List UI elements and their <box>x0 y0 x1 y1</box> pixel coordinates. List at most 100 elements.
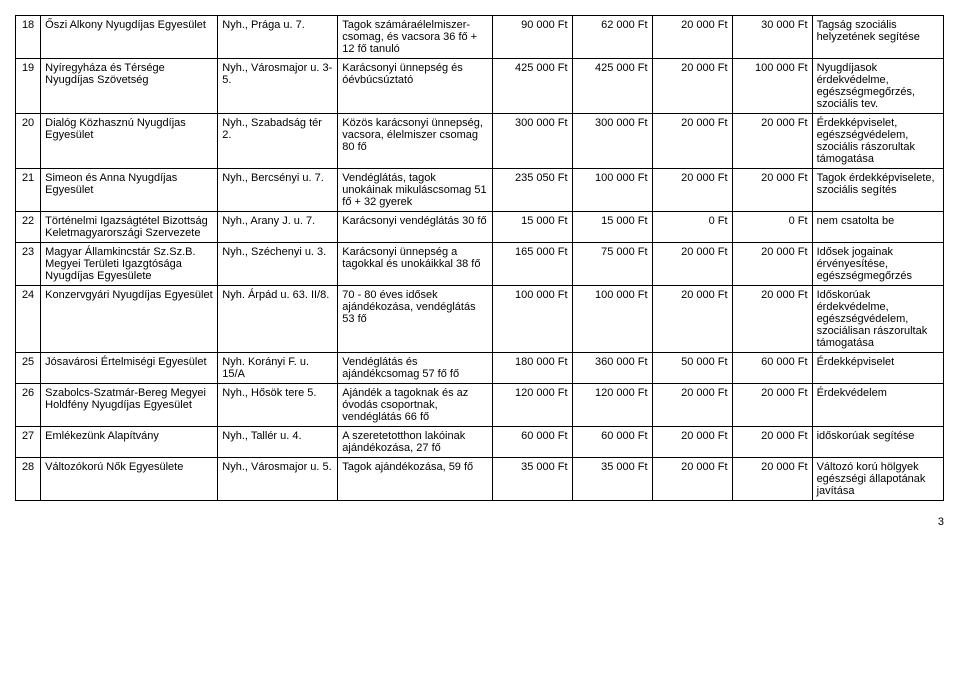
org-name: Konzervgyári Nyugdíjas Egyesület <box>41 286 218 353</box>
note: nem csatolta be <box>812 212 943 243</box>
org-name: Emlékezünk Alapítvány <box>41 427 218 458</box>
amount-3: 20 000 Ft <box>652 59 732 114</box>
table-row: 25Jósavárosi Értelmiségi EgyesületNyh. K… <box>16 353 944 384</box>
address: Nyh., Széchenyi u. 3. <box>218 243 338 286</box>
amount-3: 0 Ft <box>652 212 732 243</box>
row-number: 25 <box>16 353 41 384</box>
amount-1: 120 000 Ft <box>492 384 572 427</box>
amount-4: 60 000 Ft <box>732 353 812 384</box>
address: Nyh. Korányi F. u. 15/A <box>218 353 338 384</box>
address: Nyh., Bercsényi u. 7. <box>218 169 338 212</box>
description: Karácsonyi vendéglátás 30 fő <box>338 212 492 243</box>
org-name: Jósavárosi Értelmiségi Egyesület <box>41 353 218 384</box>
note: Érdekvédelem <box>812 384 943 427</box>
table-row: 18Őszi Alkony Nyugdíjas EgyesületNyh., P… <box>16 16 944 59</box>
org-name: Szabolcs-Szatmár-Bereg Megyei Holdfény N… <box>41 384 218 427</box>
amount-3: 20 000 Ft <box>652 16 732 59</box>
amount-3: 20 000 Ft <box>652 169 732 212</box>
amount-4: 20 000 Ft <box>732 458 812 501</box>
amount-4: 20 000 Ft <box>732 286 812 353</box>
row-number: 23 <box>16 243 41 286</box>
amount-1: 165 000 Ft <box>492 243 572 286</box>
org-name: Őszi Alkony Nyugdíjas Egyesület <box>41 16 218 59</box>
note: Tagság szociális helyzetének segítése <box>812 16 943 59</box>
address: Nyh., Arany J. u. 7. <box>218 212 338 243</box>
amount-2: 360 000 Ft <box>572 353 652 384</box>
description: A szeretetotthon lakóinak ajándékozása, … <box>338 427 492 458</box>
note: Nyugdíjasok érdekvédelme, egészségmegőrz… <box>812 59 943 114</box>
amount-1: 100 000 Ft <box>492 286 572 353</box>
amount-1: 180 000 Ft <box>492 353 572 384</box>
row-number: 22 <box>16 212 41 243</box>
amount-2: 100 000 Ft <box>572 169 652 212</box>
address: Nyh., Prága u. 7. <box>218 16 338 59</box>
amount-2: 35 000 Ft <box>572 458 652 501</box>
note: Időskorúak érdekvédelme, egészségvédelem… <box>812 286 943 353</box>
amount-3: 20 000 Ft <box>652 427 732 458</box>
address: Nyh., Városmajor u. 5. <box>218 458 338 501</box>
row-number: 27 <box>16 427 41 458</box>
table-row: 23Magyar Államkincstár Sz.Sz.B. Megyei T… <box>16 243 944 286</box>
amount-3: 50 000 Ft <box>652 353 732 384</box>
table-row: 28Változókorú Nők EgyesületeNyh., Városm… <box>16 458 944 501</box>
note: Érdekképviselet <box>812 353 943 384</box>
table-row: 26Szabolcs-Szatmár-Bereg Megyei Holdfény… <box>16 384 944 427</box>
row-number: 21 <box>16 169 41 212</box>
row-number: 20 <box>16 114 41 169</box>
description: 70 - 80 éves idősek ajándékozása, vendég… <box>338 286 492 353</box>
address: Nyh., Szabadság tér 2. <box>218 114 338 169</box>
amount-4: 20 000 Ft <box>732 427 812 458</box>
amount-4: 20 000 Ft <box>732 384 812 427</box>
row-number: 24 <box>16 286 41 353</box>
amount-2: 120 000 Ft <box>572 384 652 427</box>
amount-3: 20 000 Ft <box>652 114 732 169</box>
org-name: Dialóg Közhasznú Nyugdíjas Egyesület <box>41 114 218 169</box>
address: Nyh., Tallér u. 4. <box>218 427 338 458</box>
amount-2: 62 000 Ft <box>572 16 652 59</box>
amount-2: 100 000 Ft <box>572 286 652 353</box>
row-number: 18 <box>16 16 41 59</box>
row-number: 28 <box>16 458 41 501</box>
amount-2: 15 000 Ft <box>572 212 652 243</box>
table-row: 21Simeon és Anna Nyugdíjas EgyesületNyh.… <box>16 169 944 212</box>
amount-1: 35 000 Ft <box>492 458 572 501</box>
amount-4: 100 000 Ft <box>732 59 812 114</box>
description: Közös karácsonyi ünnepség, vacsora, élel… <box>338 114 492 169</box>
table-row: 24Konzervgyári Nyugdíjas EgyesületNyh. Á… <box>16 286 944 353</box>
amount-4: 20 000 Ft <box>732 169 812 212</box>
amount-3: 20 000 Ft <box>652 243 732 286</box>
description: Karácsonyi ünnepség a tagokkal és unokái… <box>338 243 492 286</box>
amount-1: 15 000 Ft <box>492 212 572 243</box>
page-number: 3 <box>15 516 944 528</box>
note: Változó korú hölgyek egészségi állapotán… <box>812 458 943 501</box>
description: Ajándék a tagoknak és az óvodás csoportn… <box>338 384 492 427</box>
description: Karácsonyi ünnepség és óévbúcsúztató <box>338 59 492 114</box>
table-row: 20Dialóg Közhasznú Nyugdíjas EgyesületNy… <box>16 114 944 169</box>
amount-2: 60 000 Ft <box>572 427 652 458</box>
description: Tagok számáraélelmiszer-csomag, és vacso… <box>338 16 492 59</box>
table-row: 27Emlékezünk AlapítványNyh., Tallér u. 4… <box>16 427 944 458</box>
amount-1: 60 000 Ft <box>492 427 572 458</box>
note: időskorúak segítése <box>812 427 943 458</box>
org-name: Simeon és Anna Nyugdíjas Egyesület <box>41 169 218 212</box>
note: Tagok érdekképviselete, szociális segíté… <box>812 169 943 212</box>
org-name: Változókorú Nők Egyesülete <box>41 458 218 501</box>
address: Nyh., Hősök tere 5. <box>218 384 338 427</box>
address: Nyh. Árpád u. 63. II/8. <box>218 286 338 353</box>
description: Vendéglátás és ajándékcsomag 57 fő fő <box>338 353 492 384</box>
amount-1: 425 000 Ft <box>492 59 572 114</box>
amount-4: 20 000 Ft <box>732 243 812 286</box>
org-name: Történelmi Igazságtétel Bizottság Keletm… <box>41 212 218 243</box>
org-name: Magyar Államkincstár Sz.Sz.B. Megyei Ter… <box>41 243 218 286</box>
amount-3: 20 000 Ft <box>652 458 732 501</box>
address: Nyh., Városmajor u. 3-5. <box>218 59 338 114</box>
amount-4: 30 000 Ft <box>732 16 812 59</box>
amount-4: 0 Ft <box>732 212 812 243</box>
description: Vendéglátás, tagok unokáinak mikuláscsom… <box>338 169 492 212</box>
note: Idősek jogainak érvényesítése, egészségm… <box>812 243 943 286</box>
org-name: Nyíregyháza és Térsége Nyugdíjas Szövets… <box>41 59 218 114</box>
table-row: 19Nyíregyháza és Térsége Nyugdíjas Szöve… <box>16 59 944 114</box>
amount-2: 425 000 Ft <box>572 59 652 114</box>
amount-1: 300 000 Ft <box>492 114 572 169</box>
table-row: 22Történelmi Igazságtétel Bizottság Kele… <box>16 212 944 243</box>
